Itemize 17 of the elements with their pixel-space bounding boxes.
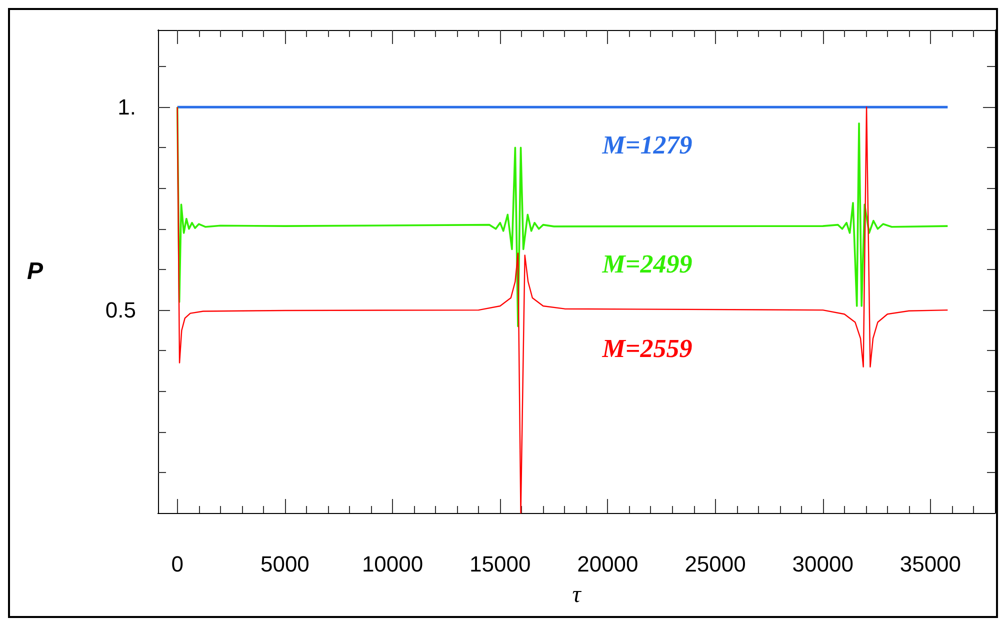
x-tick-label: 0 [171,552,184,576]
series-label: M=1279 [601,130,692,160]
x-axis-title: τ [572,582,582,608]
line-series [176,106,949,328]
line-series [176,106,948,514]
y-axis-title: P [26,258,44,285]
x-tick-label: 35000 [900,552,962,576]
x-tick-label: 5000 [260,552,310,576]
series-label: M=2499 [601,250,692,279]
x-tick-label: 25000 [684,552,746,576]
x-tick-label: 15000 [470,552,531,576]
x-tick-label: 30000 [792,552,854,576]
x-tick-label: 10000 [362,552,424,576]
series-label: M=2559 [601,334,692,363]
y-tick-label: 1. [118,94,136,120]
x-tick-label: 20000 [577,552,638,576]
y-tick-label: 0.5 [105,298,136,323]
